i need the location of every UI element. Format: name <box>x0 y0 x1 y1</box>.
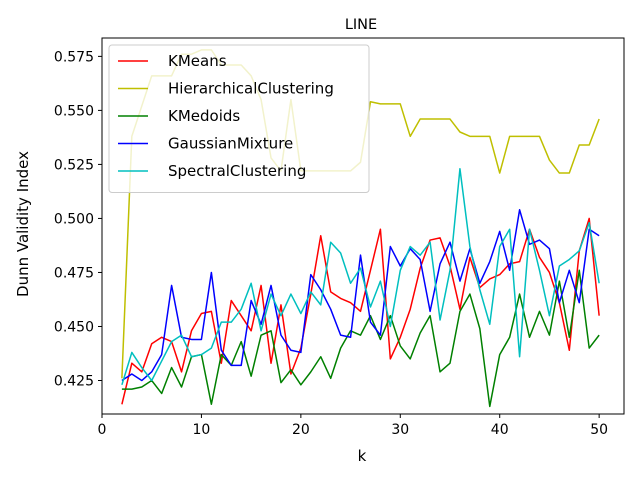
x-tick-label: 40 <box>491 422 509 438</box>
y-tick-label: 0.475 <box>54 265 94 281</box>
legend-label: KMedoids <box>168 107 240 125</box>
x-axis: 0 10 20 30 40 50 <box>98 414 608 438</box>
legend-label: GaussianMixture <box>168 135 293 153</box>
y-axis-title: Dunn Validity Index <box>14 151 32 297</box>
y-tick-label: 0.550 <box>54 103 94 119</box>
axes-frame <box>101 37 625 415</box>
x-tick-label: 30 <box>391 422 409 438</box>
legend-box <box>108 44 370 193</box>
series-line-2 <box>121 269 600 408</box>
y-tick-label: 0.425 <box>54 374 94 390</box>
x-tick-label: 20 <box>292 422 310 438</box>
x-axis-title: k <box>358 447 367 465</box>
series-line-0 <box>121 217 600 405</box>
y-axis: 0.425 0.450 0.475 0.500 0.525 0.550 0.575 <box>54 49 102 390</box>
legend: KMeans HierarchicalClustering KMedoids Gaus… <box>108 44 370 193</box>
x-tick-label: 50 <box>590 422 608 438</box>
series-line-4 <box>121 167 600 386</box>
x-tick-label: 0 <box>98 422 107 438</box>
legend-label: HierarchicalClustering <box>168 80 334 98</box>
x-tick-label: 10 <box>193 422 211 438</box>
y-tick-label: 0.450 <box>54 319 94 335</box>
legend-label: SpectralClustering <box>168 162 306 180</box>
chart-title: LINE <box>345 17 377 33</box>
series-line-3 <box>121 209 600 382</box>
y-tick-label: 0.500 <box>54 211 94 227</box>
y-tick-label: 0.575 <box>54 49 94 65</box>
legend-label: KMeans <box>168 52 227 70</box>
y-tick-label: 0.525 <box>54 157 94 173</box>
